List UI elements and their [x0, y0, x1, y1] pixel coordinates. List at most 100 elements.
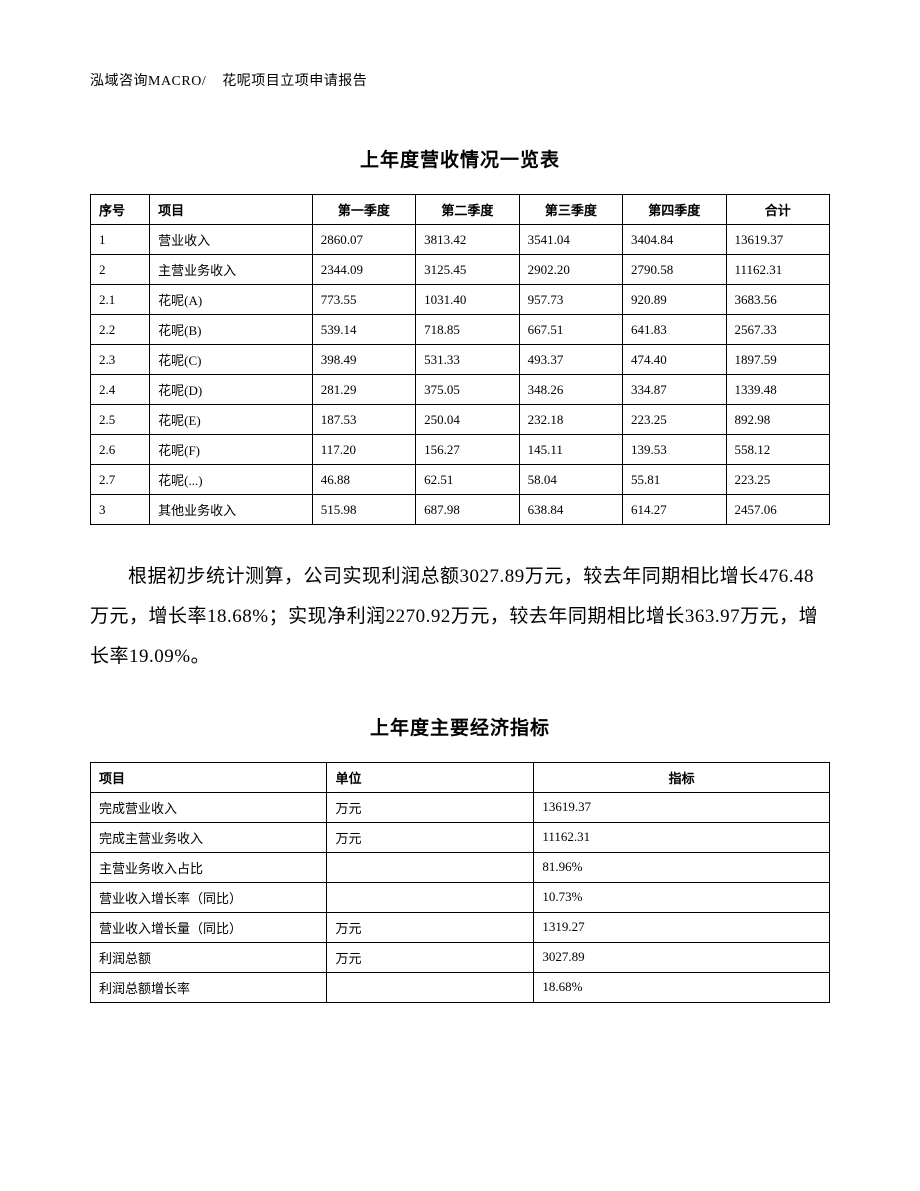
cell: 3027.89 [534, 942, 830, 972]
table-row: 2.6花呢(F)117.20156.27145.11139.53558.12 [91, 435, 830, 465]
table-row: 利润总额万元3027.89 [91, 942, 830, 972]
cell: 58.04 [519, 465, 622, 495]
cell: 641.83 [623, 315, 726, 345]
table-row: 2.5花呢(E)187.53250.04232.18223.25892.98 [91, 405, 830, 435]
table-row: 完成营业收入万元13619.37 [91, 792, 830, 822]
cell: 2567.33 [726, 315, 830, 345]
cell: 3541.04 [519, 225, 622, 255]
section1-title: 上年度营收情况一览表 [90, 145, 830, 172]
cell: 万元 [327, 822, 534, 852]
cell: 558.12 [726, 435, 830, 465]
cell: 1897.59 [726, 345, 830, 375]
cell: 1319.27 [534, 912, 830, 942]
cell: 花呢(E) [150, 405, 313, 435]
cell: 利润总额增长率 [91, 972, 327, 1002]
indicator-table: 项目 单位 指标 完成营业收入万元13619.37完成主营业务收入万元11162… [90, 762, 830, 1003]
cell: 2.4 [91, 375, 150, 405]
cell: 348.26 [519, 375, 622, 405]
table-row: 2.1花呢(A)773.551031.40957.73920.893683.56 [91, 285, 830, 315]
col-item: 项目 [150, 195, 313, 225]
cell: 主营业务收入占比 [91, 852, 327, 882]
header-left: 泓域咨询MACRO/ [90, 74, 206, 89]
cell: 145.11 [519, 435, 622, 465]
col-indicator: 指标 [534, 762, 830, 792]
col-q2: 第二季度 [416, 195, 519, 225]
table-row: 完成主营业务收入万元11162.31 [91, 822, 830, 852]
cell: 81.96% [534, 852, 830, 882]
table-row: 2.7花呢(...)46.8862.5158.0455.81223.25 [91, 465, 830, 495]
col-q4: 第四季度 [623, 195, 726, 225]
cell: 531.33 [416, 345, 519, 375]
cell: 2.6 [91, 435, 150, 465]
cell: 375.05 [416, 375, 519, 405]
cell: 3 [91, 495, 150, 525]
header-right: 花呢项目立项申请报告 [222, 74, 367, 89]
cell: 773.55 [312, 285, 415, 315]
cell: 花呢(D) [150, 375, 313, 405]
cell: 281.29 [312, 375, 415, 405]
cell: 13619.37 [726, 225, 830, 255]
cell: 营业收入增长率（同比） [91, 882, 327, 912]
cell: 2.3 [91, 345, 150, 375]
table-row: 2.4花呢(D)281.29375.05348.26334.871339.48 [91, 375, 830, 405]
cell: 223.25 [623, 405, 726, 435]
cell: 892.98 [726, 405, 830, 435]
cell: 花呢(F) [150, 435, 313, 465]
col-unit: 单位 [327, 762, 534, 792]
cell: 920.89 [623, 285, 726, 315]
cell: 223.25 [726, 465, 830, 495]
cell: 614.27 [623, 495, 726, 525]
table-row: 3其他业务收入515.98687.98638.84614.272457.06 [91, 495, 830, 525]
col-item: 项目 [91, 762, 327, 792]
col-total: 合计 [726, 195, 830, 225]
table-row: 2.3花呢(C)398.49531.33493.37474.401897.59 [91, 345, 830, 375]
cell: 718.85 [416, 315, 519, 345]
table-row: 1营业收入2860.073813.423541.043404.8413619.3… [91, 225, 830, 255]
cell: 万元 [327, 942, 534, 972]
cell: 11162.31 [534, 822, 830, 852]
cell: 2.5 [91, 405, 150, 435]
cell: 334.87 [623, 375, 726, 405]
cell: 474.40 [623, 345, 726, 375]
cell: 687.98 [416, 495, 519, 525]
table-row: 利润总额增长率18.68% [91, 972, 830, 1002]
cell: 117.20 [312, 435, 415, 465]
cell: 完成主营业务收入 [91, 822, 327, 852]
cell: 其他业务收入 [150, 495, 313, 525]
cell: 2457.06 [726, 495, 830, 525]
table-row: 主营业务收入占比 81.96% [91, 852, 830, 882]
cell: 2 [91, 255, 150, 285]
cell [327, 852, 534, 882]
cell: 46.88 [312, 465, 415, 495]
col-q1: 第一季度 [312, 195, 415, 225]
cell: 156.27 [416, 435, 519, 465]
cell: 139.53 [623, 435, 726, 465]
cell: 1031.40 [416, 285, 519, 315]
cell: 957.73 [519, 285, 622, 315]
cell: 2.1 [91, 285, 150, 315]
cell: 232.18 [519, 405, 622, 435]
cell: 2.2 [91, 315, 150, 345]
cell: 539.14 [312, 315, 415, 345]
cell: 493.37 [519, 345, 622, 375]
cell: 2902.20 [519, 255, 622, 285]
cell: 2790.58 [623, 255, 726, 285]
cell: 515.98 [312, 495, 415, 525]
section2-title: 上年度主要经济指标 [90, 713, 830, 740]
cell: 主营业务收入 [150, 255, 313, 285]
table-header-row: 序号 项目 第一季度 第二季度 第三季度 第四季度 合计 [91, 195, 830, 225]
cell: 3683.56 [726, 285, 830, 315]
cell [327, 882, 534, 912]
cell: 花呢(A) [150, 285, 313, 315]
summary-paragraph: 根据初步统计测算，公司实现利润总额3027.89万元，较去年同期相比增长476.… [90, 557, 830, 677]
cell: 62.51 [416, 465, 519, 495]
cell: 1 [91, 225, 150, 255]
cell: 638.84 [519, 495, 622, 525]
cell: 花呢(B) [150, 315, 313, 345]
cell: 3404.84 [623, 225, 726, 255]
cell: 营业收入增长量（同比） [91, 912, 327, 942]
cell: 完成营业收入 [91, 792, 327, 822]
revenue-table: 序号 项目 第一季度 第二季度 第三季度 第四季度 合计 1营业收入2860.0… [90, 194, 830, 525]
cell: 2344.09 [312, 255, 415, 285]
cell: 10.73% [534, 882, 830, 912]
